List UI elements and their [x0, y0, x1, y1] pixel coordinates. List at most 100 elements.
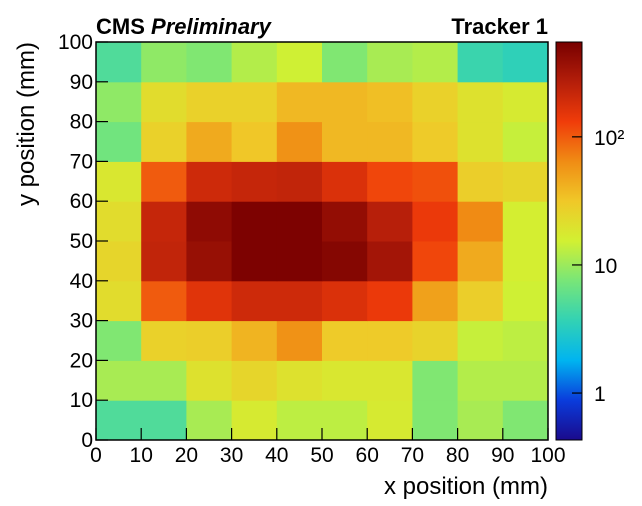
y-tick-label: 30: [70, 310, 93, 333]
title-main: CMS: [96, 14, 145, 39]
heatmap-cell: [141, 400, 187, 441]
heatmap-cell: [457, 241, 504, 282]
heatmap-cell: [322, 360, 368, 401]
heatmap-cell: [141, 241, 187, 282]
heatmap-cell: [276, 320, 323, 361]
x-tick-label: 0: [90, 444, 102, 467]
heatmap-cell: [276, 241, 323, 282]
y-tick-label: 60: [70, 190, 93, 213]
y-tick-label: 10: [70, 389, 93, 412]
heatmap-cell: [186, 201, 233, 242]
x-tick-label: 40: [265, 444, 288, 467]
heatmap-cell: [231, 42, 278, 83]
heatmap-cell: [96, 400, 142, 441]
heatmap-cell: [96, 280, 142, 322]
heatmap-cell: [367, 121, 413, 162]
heatmap-cell: [367, 360, 413, 401]
y-axis-label: y position (mm): [13, 42, 40, 206]
heatmap-cell: [457, 201, 504, 242]
heatmap-cell: [322, 42, 368, 83]
y-tick-label: 0: [81, 429, 93, 452]
x-axis-label: x position (mm): [384, 473, 548, 500]
heatmap-cell: [502, 161, 549, 202]
heatmap-cell: [231, 81, 278, 123]
heatmap-cell: [322, 241, 368, 282]
y-tick-label: 90: [70, 71, 93, 94]
heatmap-cell: [96, 241, 142, 282]
heatmap-cell: [457, 320, 504, 361]
heatmap-cell: [186, 280, 233, 322]
x-tick-label: 80: [446, 444, 469, 467]
x-tick-label: 90: [491, 444, 514, 467]
y-tick-label: 70: [70, 150, 93, 173]
heatmap-cell: [457, 280, 504, 322]
heatmap-cell: [231, 121, 278, 162]
heatmap-cell: [231, 280, 278, 322]
color-bar-tick-label: 10: [594, 255, 617, 278]
heatmap-cell: [141, 42, 187, 83]
heatmap-cell: [96, 81, 142, 123]
heatmap-cell: [367, 161, 413, 202]
y-tick-label: 80: [70, 111, 93, 134]
heatmap-cell: [457, 400, 504, 441]
heatmap-cell: [231, 320, 278, 361]
heatmap-cell: [231, 400, 278, 441]
heatmap-cell: [502, 81, 549, 123]
heatmap-cell: [322, 280, 368, 322]
heatmap-cell: [412, 42, 459, 83]
heatmap-cell: [502, 42, 549, 83]
color-bar-tick-label: 10²: [594, 127, 624, 150]
heatmap-cell: [186, 400, 233, 441]
heatmap-cell: [231, 161, 278, 202]
heatmap-cell: [96, 320, 142, 361]
x-tick-label: 30: [220, 444, 243, 467]
heatmap-cell: [141, 81, 187, 123]
heatmap-cell: [412, 121, 459, 162]
color-bar: [555, 41, 583, 441]
heatmap-cell: [276, 201, 323, 242]
heatmap-cell: [412, 280, 459, 322]
y-tick-label: 50: [70, 230, 93, 253]
heatmap-cell: [322, 161, 368, 202]
heatmap-cell: [141, 320, 187, 361]
heatmap-cell: [367, 280, 413, 322]
heatmap-cell: [502, 320, 549, 361]
heatmap-cell: [412, 201, 459, 242]
heatmap-cell: [412, 400, 459, 441]
heatmap-cell: [457, 81, 504, 123]
heatmap-cell: [322, 201, 368, 242]
heatmap-cell: [502, 400, 549, 441]
heatmap-cell: [367, 241, 413, 282]
heatmap-cell: [412, 81, 459, 123]
heatmap-cell: [457, 360, 504, 401]
heatmap-cell: [186, 360, 233, 401]
heatmap-cell: [276, 360, 323, 401]
x-tick-label: 50: [310, 444, 333, 467]
heatmap-cell: [96, 161, 142, 202]
y-tick-label: 40: [70, 270, 93, 293]
heatmap-cell: [276, 81, 323, 123]
title-italic: Preliminary: [151, 14, 273, 39]
heatmap-cell: [322, 320, 368, 361]
heatmap-cell: [412, 320, 459, 361]
heatmap-cell: [457, 161, 504, 202]
heatmap-cell: [457, 42, 504, 83]
heatmap-cell: [502, 360, 549, 401]
heatmap-cell: [367, 320, 413, 361]
heatmap-cell: [141, 161, 187, 202]
heatmap-cell: [457, 121, 504, 162]
heatmap-cell: [96, 201, 142, 242]
heatmap-cell: [186, 42, 233, 83]
heatmap-cell: [186, 320, 233, 361]
heatmap-cell: [141, 121, 187, 162]
heatmap-cell: [141, 280, 187, 322]
heatmap-cell: [412, 241, 459, 282]
heatmap-cell: [276, 161, 323, 202]
heatmap-cell: [96, 121, 142, 162]
y-tick-label: 100: [58, 31, 93, 54]
color-bar-tick-label: 1: [594, 383, 606, 406]
heatmap-cell: [231, 241, 278, 282]
heatmap-cell: [141, 201, 187, 242]
